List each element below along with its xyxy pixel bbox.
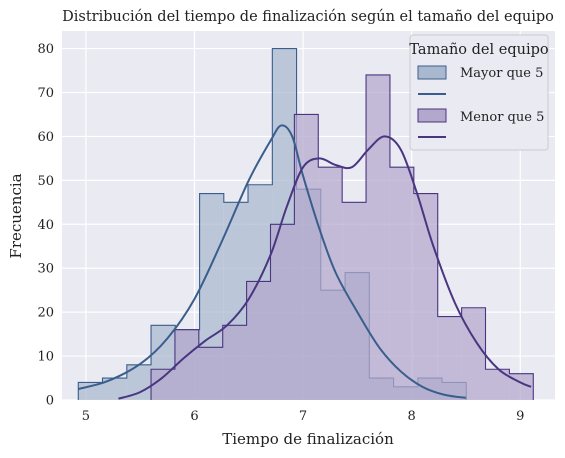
legend-patch-menor xyxy=(417,108,447,123)
kde-line-series-0 xyxy=(78,124,467,399)
x-tick-label: 7 xyxy=(299,409,307,424)
y-tick-label: 20 xyxy=(37,306,54,321)
chart-title: Distribución del tiempo de finalización … xyxy=(62,9,554,25)
histogram-bar xyxy=(174,329,199,400)
x-axis-label: Tiempo de finalización xyxy=(222,430,394,448)
y-tick-label: 80 xyxy=(37,42,54,57)
y-tick-label: 70 xyxy=(37,86,54,101)
tick-labels: 5 6 7 8 9 0 10 20 30 40 50 60 70 80 xyxy=(37,42,524,424)
histogram-bar xyxy=(342,202,367,400)
y-axis-label: Frecuencia xyxy=(7,173,25,258)
x-tick-label: 8 xyxy=(408,409,416,424)
histogram-bar xyxy=(366,74,390,400)
histogram-bar xyxy=(246,281,271,400)
y-tick-label: 0 xyxy=(46,394,54,409)
x-tick-label: 6 xyxy=(190,409,198,424)
x-tick-label: 5 xyxy=(82,409,90,424)
histogram-bar xyxy=(461,307,486,400)
histogram-bar xyxy=(198,347,223,400)
histogram-bar xyxy=(78,382,103,400)
y-tick-label: 60 xyxy=(37,130,54,145)
y-tick-label: 40 xyxy=(37,218,54,233)
histogram-bar xyxy=(318,167,343,400)
histogram-bar xyxy=(413,193,438,400)
x-tick-label: 9 xyxy=(516,409,524,424)
legend: Tamaño del equipo Mayor que 5 Menor que … xyxy=(409,34,549,151)
histogram-bar xyxy=(102,378,127,400)
histogram-bar xyxy=(222,325,247,400)
histogram-bar xyxy=(437,316,462,400)
histogram-bar xyxy=(270,224,295,400)
legend-patch-mayor xyxy=(417,65,447,80)
histogram-outline xyxy=(150,74,534,400)
y-tick-label: 10 xyxy=(37,350,54,365)
kde-lines xyxy=(78,124,532,400)
legend-title: Tamaño del equipo xyxy=(409,42,548,58)
y-tick-label: 30 xyxy=(37,262,54,277)
histogram-bar xyxy=(151,369,175,400)
histogram-bars xyxy=(77,48,534,400)
legend-label-mayor: Mayor que 5 xyxy=(460,66,543,81)
histogram-bar xyxy=(389,167,414,400)
kde-line-series-1 xyxy=(118,135,532,400)
histogram-bar xyxy=(294,114,319,400)
legend-label-menor: Menor que 5 xyxy=(460,110,544,125)
histogram-bar xyxy=(485,369,510,400)
y-tick-label: 50 xyxy=(37,174,54,189)
